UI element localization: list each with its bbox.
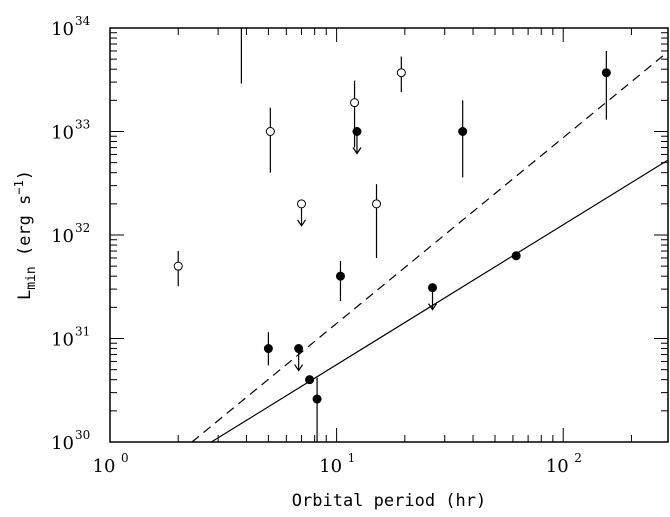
solid-fit-line — [211, 159, 669, 443]
trend-lines — [191, 51, 669, 443]
x-tick-label: 10 — [319, 456, 342, 477]
x-tick-exponent: 2 — [574, 451, 582, 465]
axis-ticks — [109, 27, 668, 443]
y-tick-exponent: 30 — [75, 428, 90, 442]
upper-limit-arrowhead — [294, 364, 304, 372]
y-axis-label-units-close: ) — [15, 170, 35, 180]
filled-data-point — [294, 344, 304, 354]
open-data-point — [297, 199, 307, 209]
y-tick-label: 10 — [51, 123, 74, 144]
filled-data-point — [428, 283, 438, 293]
filled-data-point — [352, 127, 362, 136]
upper-limit-arrowhead — [352, 147, 362, 155]
open-data-point — [173, 261, 183, 271]
x-tick-exponent: 1 — [348, 451, 356, 465]
error-bars — [177, 28, 607, 442]
open-data-point — [265, 127, 275, 136]
y-tick-label: 10 — [51, 226, 74, 247]
y-tick-label: 10 — [51, 433, 74, 454]
y-axis-label-units-sup: −1 — [12, 180, 26, 194]
y-tick-exponent: 31 — [75, 325, 90, 339]
filled-data-point — [458, 127, 468, 136]
open-data-point — [350, 98, 360, 108]
upper-limit-arrowhead — [297, 219, 307, 227]
y-tick-exponent: 33 — [75, 118, 90, 132]
plot-frame — [109, 27, 669, 443]
filled-data-point — [335, 271, 345, 281]
filled-data-point — [511, 251, 521, 261]
y-tick-label: 10 — [51, 19, 74, 40]
x-tick-label: 10 — [93, 456, 116, 477]
data-points — [173, 68, 611, 404]
open-data-point — [372, 199, 382, 209]
filled-data-point — [601, 68, 611, 78]
y-tick-exponent: 32 — [75, 221, 90, 235]
y-axis-label-base: L — [15, 290, 35, 300]
y-axis-label: Lmin (erg s−1) — [12, 170, 39, 300]
upper-limit-arrowhead — [428, 303, 438, 311]
filled-data-point — [263, 344, 273, 354]
open-data-point — [396, 68, 406, 78]
x-tick-label: 10 — [546, 456, 569, 477]
y-tick-exponent: 34 — [75, 14, 91, 28]
filled-data-point — [312, 394, 322, 404]
x-axis-label: Orbital period (hr) — [292, 491, 486, 511]
y-axis-label-units: (erg s — [15, 195, 35, 267]
x-tick-exponent: 0 — [121, 451, 129, 465]
filled-data-point — [305, 375, 315, 385]
dashed-fit-line — [191, 51, 669, 443]
y-axis-label-sub: min — [24, 266, 39, 289]
y-tick-label: 10 — [51, 330, 74, 351]
